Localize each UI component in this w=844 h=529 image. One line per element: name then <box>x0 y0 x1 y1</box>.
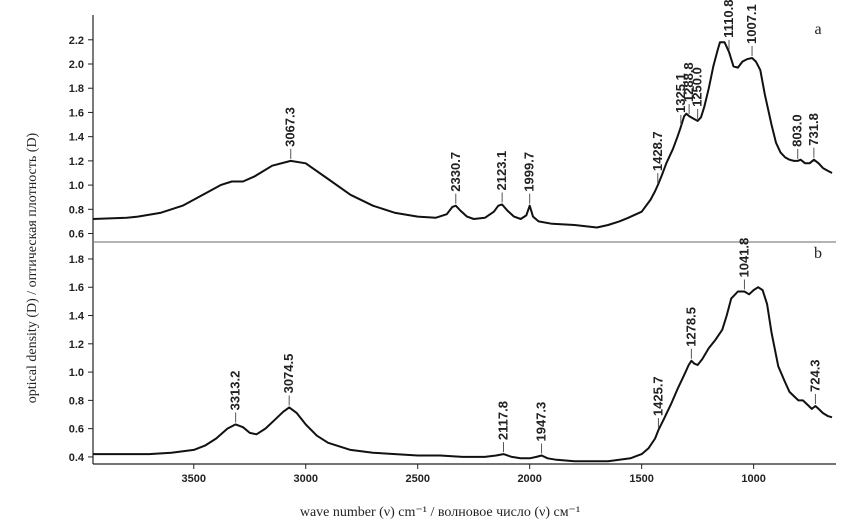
y-tick-label: 1.8 <box>69 83 84 95</box>
y-axis-title: optical density (D) / оптическая плотнос… <box>25 132 40 403</box>
y-tick-label: 0.4 <box>69 452 85 464</box>
y-tick-label: 1.4 <box>69 311 85 323</box>
peak-label: 3067.3 <box>283 107 298 147</box>
y-tick-label: 2.0 <box>69 59 84 71</box>
y-tick-label: 1.2 <box>69 339 84 351</box>
x-tick-label: 1500 <box>629 473 653 485</box>
y-tick-label: 1.0 <box>69 180 84 192</box>
peak-label: 1325.1 <box>673 73 688 113</box>
peak-label: 1110.8 <box>721 0 736 38</box>
panel-letter: b <box>814 245 822 262</box>
peak-label: 1041.8 <box>736 238 751 278</box>
panel-a: 0.6 0.8 1.0 1.2 1.4 1.6 1.8 2.0 2.2 3067.3 2330.7 2… <box>69 0 833 241</box>
x-axis: 3500 3000 2500 2000 1500 1000 <box>182 464 766 485</box>
peak-label: 1428.7 <box>650 131 665 171</box>
peak-label: 1999.7 <box>522 152 537 192</box>
y-tick-label: 1.0 <box>69 367 84 379</box>
peak-label: 3313.2 <box>228 371 243 411</box>
y-tick-label: 0.8 <box>69 395 84 407</box>
panel-b: 0.4 0.6 0.8 1.0 1.2 1.4 1.6 1.8 3313.2 3074.5 2117… <box>69 238 833 464</box>
peak-label: 731.8 <box>806 113 821 146</box>
peak-label: 1425.7 <box>650 376 665 416</box>
y-tick-label: 1.2 <box>69 156 84 168</box>
x-axis-title: wave number (ν) cm⁻¹ / волновое число (ν… <box>300 505 580 520</box>
peak-label: 724.3 <box>807 359 822 392</box>
peak-label: 1007.1 <box>744 4 759 44</box>
y-tick-label: 0.6 <box>69 229 84 241</box>
spectrum-line-b <box>93 286 833 463</box>
plot-frame <box>92 15 836 465</box>
peak-label: 1278.5 <box>683 307 698 347</box>
y-tick-label: 1.6 <box>69 107 84 119</box>
peak-label: 1947.3 <box>534 402 549 442</box>
x-tick-label: 3000 <box>294 473 318 485</box>
x-tick-label: 2000 <box>517 473 541 485</box>
peak-label: 2117.8 <box>496 401 511 440</box>
y-tick-label: 1.8 <box>69 254 84 266</box>
y-tick-label: 1.4 <box>69 132 85 144</box>
y-tick-label: 0.8 <box>69 204 84 216</box>
peak-label: 1250.0 <box>690 67 705 107</box>
peak-label: 1288.8 <box>681 62 696 102</box>
y-tick-label: 0.6 <box>69 424 84 436</box>
panel-letter: a <box>814 21 821 38</box>
spectrum-line-a <box>92 41 833 229</box>
y-tick-label: 1.6 <box>69 282 84 294</box>
peak-label: 803.0 <box>790 114 805 147</box>
peak-label: 2123.1 <box>494 151 509 191</box>
peak-label: 3074.5 <box>281 354 296 394</box>
peak-label: 2330.7 <box>448 152 463 192</box>
x-tick-label: 1000 <box>741 473 765 485</box>
x-tick-label: 2500 <box>405 473 429 485</box>
x-tick-label: 3500 <box>182 473 206 485</box>
y-tick-label: 2.2 <box>69 35 84 47</box>
